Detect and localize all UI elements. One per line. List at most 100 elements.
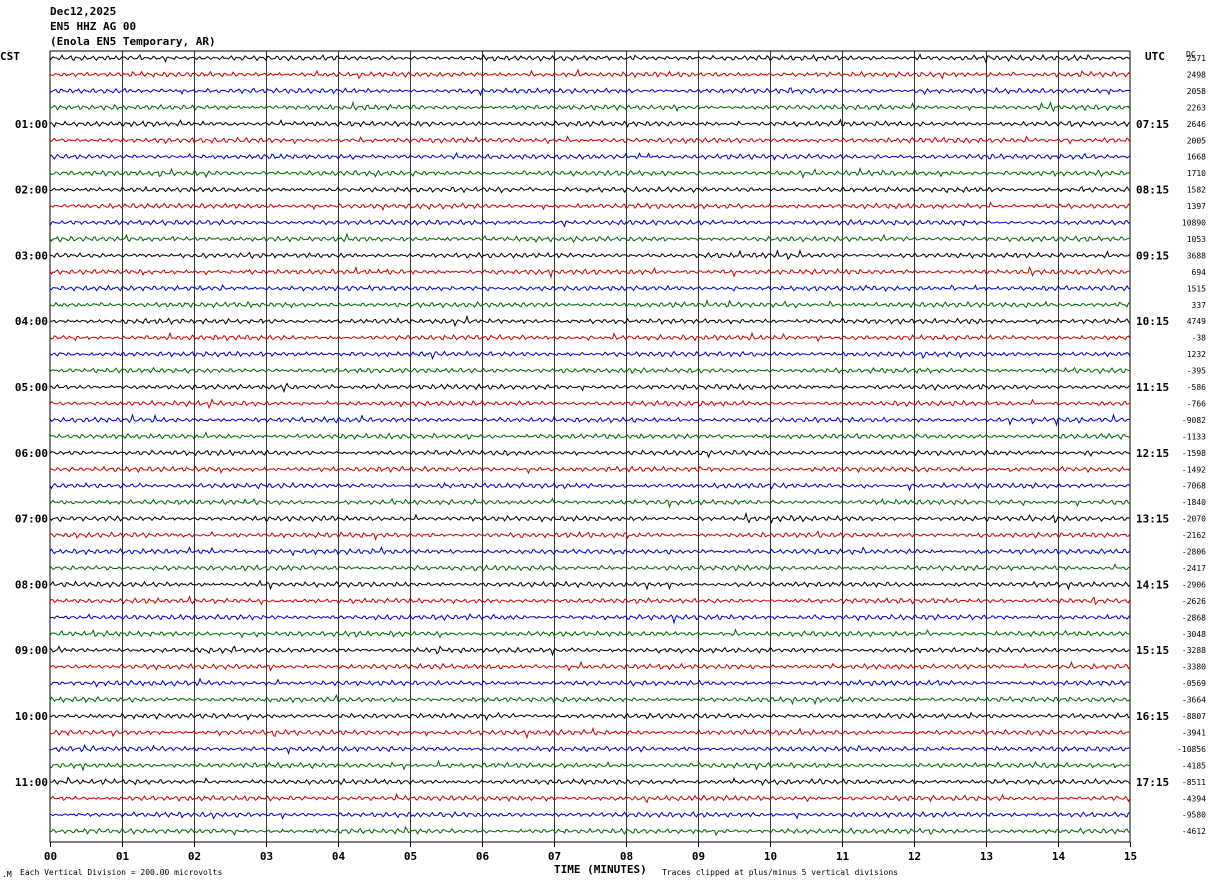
cst-hour-label: 09:00 — [15, 644, 48, 657]
cst-hour-label: 07:00 — [15, 513, 48, 526]
trace-line — [49, 249, 1131, 261]
trace-line — [49, 350, 1131, 361]
dc-offset-value: 1582 — [1187, 186, 1206, 195]
cst-hour-label: 10:00 — [15, 710, 48, 723]
dc-offset-value: -2868 — [1182, 613, 1206, 622]
x-tick-label: 02 — [188, 850, 201, 863]
trace-line — [49, 792, 1131, 804]
header-location: (Enola EN5 Temporary, AR) — [50, 35, 216, 48]
dc-offset-value: -1840 — [1182, 498, 1206, 507]
trace-line — [49, 465, 1131, 475]
dc-offset-value: 2498 — [1187, 70, 1206, 79]
trace-line — [49, 431, 1130, 441]
utc-hour-label: 13:15 — [1136, 513, 1169, 526]
cst-hour-label: 03:00 — [15, 249, 48, 262]
dc-offset-value: 694 — [1192, 268, 1207, 277]
trace-line — [49, 53, 1131, 65]
trace-line — [49, 382, 1131, 394]
trace-line — [49, 711, 1130, 721]
dc-offset-value: -3941 — [1182, 728, 1206, 737]
dc-offset-value: -1492 — [1182, 465, 1206, 474]
x-axis-ticks: 00 01 02 03 04 05 06 07 08 09 10 11 12 13 14 15 — [44, 842, 1137, 863]
trace-line — [49, 726, 1131, 740]
trace-line — [49, 579, 1131, 591]
dc-offset-value: 10890 — [1182, 219, 1206, 228]
dc-offset-value: -1133 — [1182, 432, 1206, 441]
dc-offset-value: -38 — [1192, 334, 1207, 343]
utc-hour-label: 17:15 — [1136, 776, 1169, 789]
dc-offset-value: -4394 — [1182, 794, 1206, 803]
x-tick-label: 15 — [1124, 850, 1137, 863]
trace-line — [49, 743, 1131, 756]
dc-offset-value: -2070 — [1182, 515, 1206, 524]
trace-line — [49, 645, 1130, 657]
dc-offset-value: 337 — [1192, 301, 1207, 310]
trace-line — [49, 413, 1131, 427]
left-axis-label: CST — [0, 50, 20, 63]
trace-line — [49, 628, 1131, 639]
cst-hour-label: 02:00 — [15, 184, 48, 197]
trace-line — [49, 314, 1131, 328]
dc-offset-value: -395 — [1187, 367, 1206, 376]
logo-mark: .M — [2, 870, 12, 879]
dc-offset-value: -3288 — [1182, 646, 1206, 655]
trace-line — [49, 545, 1131, 557]
utc-hour-label: 07:15 — [1136, 118, 1169, 131]
x-tick-label: 12 — [908, 850, 921, 863]
trace-line — [49, 366, 1131, 375]
trace-line — [50, 100, 1131, 113]
dc-offset-value: 2058 — [1187, 87, 1206, 96]
trace-line — [49, 68, 1131, 80]
dc-offset-value: -766 — [1187, 399, 1206, 408]
trace-line — [49, 201, 1131, 211]
trace-line — [49, 135, 1131, 145]
dc-offset-value: -10856 — [1177, 745, 1206, 754]
cst-hour-label: 06:00 — [15, 447, 48, 460]
dc-offset-value: -0569 — [1182, 679, 1206, 688]
dc-offset-value: -586 — [1187, 383, 1206, 392]
dc-offset-value: -3048 — [1182, 630, 1206, 639]
trace-line — [49, 776, 1131, 787]
x-tick-label: 01 — [116, 850, 130, 863]
x-tick-label: 09 — [692, 850, 705, 863]
dc-offset-value: 1053 — [1187, 235, 1206, 244]
trace-line — [49, 612, 1131, 625]
dc-offset-value: -2162 — [1182, 531, 1206, 540]
trace-line — [49, 511, 1131, 525]
x-tick-label: 13 — [980, 850, 993, 863]
dc-offset-value: -4185 — [1182, 761, 1206, 770]
dc-offset-value: 2571 — [1187, 54, 1206, 63]
utc-hour-label: 08:15 — [1136, 184, 1169, 197]
trace-line — [49, 563, 1131, 572]
right-axis-label: UTC — [1145, 50, 1165, 63]
dc-column-label: DC — [1186, 50, 1196, 59]
dc-offset-value: -2806 — [1182, 548, 1206, 557]
utc-hour-label: 10:15 — [1136, 315, 1169, 328]
trace-line — [49, 810, 1131, 820]
trace-line — [49, 118, 1131, 128]
x-axis-title: TIME (MINUTES) — [554, 863, 647, 876]
trace-line — [49, 87, 1131, 97]
trace-line — [49, 497, 1130, 509]
x-tick-label: 08 — [620, 850, 633, 863]
dc-offset-value: 3688 — [1187, 251, 1206, 260]
right-time-labels: 07:15 08:15 09:15 10:15 11:15 12:15 13:15 14:15… — [1136, 118, 1169, 789]
dc-offset-value: 2263 — [1187, 103, 1206, 112]
trace-line — [49, 265, 1130, 279]
trace-line — [49, 448, 1131, 459]
x-tick-label: 00 — [44, 850, 57, 863]
trace-line — [49, 232, 1131, 243]
scale-note: Each Vertical Division = 200.00 microvol… — [20, 868, 223, 877]
header-date: Dec12,2025 — [50, 5, 117, 18]
trace-line — [49, 677, 1131, 688]
seismic-traces — [49, 53, 1131, 837]
dc-offset-value: -3664 — [1182, 696, 1206, 705]
trace-line — [49, 218, 1131, 228]
utc-hour-label: 12:15 — [1136, 447, 1169, 460]
cst-hour-label: 04:00 — [15, 315, 48, 328]
trace-line — [49, 185, 1131, 194]
trace-line — [49, 694, 1131, 706]
cst-hour-label: 11:00 — [15, 776, 48, 789]
dc-offset-value: 1515 — [1187, 284, 1206, 293]
